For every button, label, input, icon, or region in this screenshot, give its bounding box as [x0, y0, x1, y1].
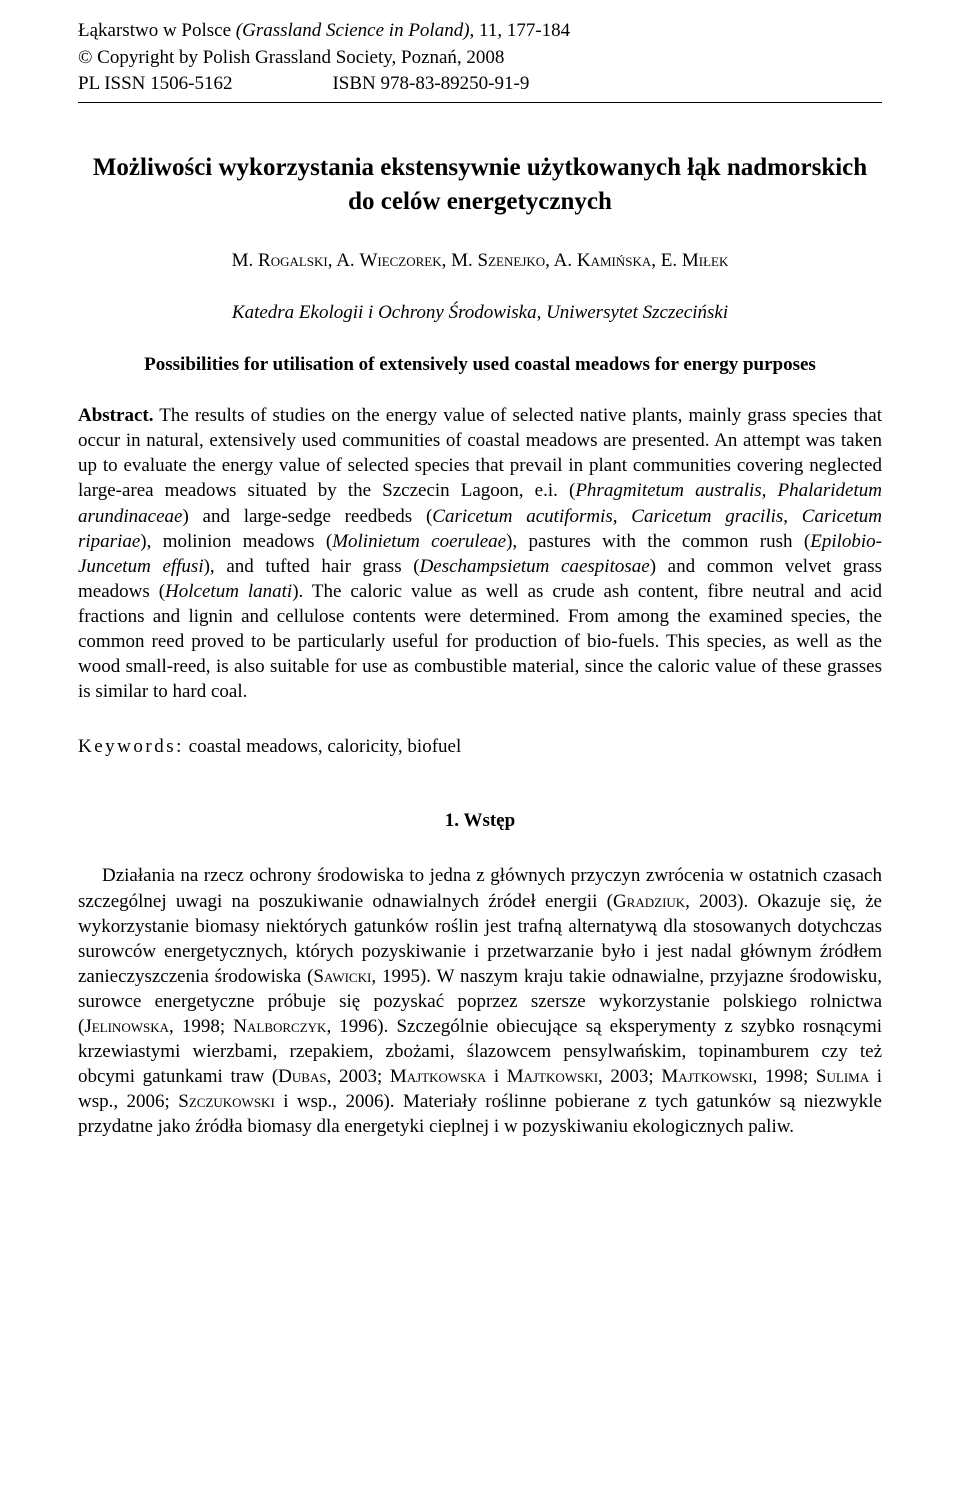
citation-author: Majtkowski: [661, 1066, 752, 1087]
keywords-line: Keywords: coastal meadows, caloricity, b…: [78, 734, 882, 760]
author-name: Miłek: [682, 250, 729, 271]
author-sep: , E.: [651, 250, 682, 271]
body-text: , 1998;: [753, 1066, 816, 1087]
taxon-name: Molinietum coeruleae: [332, 531, 506, 552]
taxon-name: Caricetum acutiformis, Caricetum gracili…: [432, 506, 783, 527]
author-sep: , A.: [545, 250, 577, 271]
author-name: Rogalski: [258, 250, 328, 271]
authors-line: M. Rogalski, A. Wieczorek, M. Szenejko, …: [78, 248, 882, 274]
abstract-paragraph: Abstract. The results of studies on the …: [78, 403, 882, 704]
author-initial: M.: [232, 250, 258, 271]
citation-author: Jelinowska: [84, 1016, 169, 1037]
citation-author: Sulima: [816, 1066, 869, 1087]
author-sep: , M.: [442, 250, 478, 271]
copyright-line: © Copyright by Polish Grassland Society,…: [78, 45, 882, 72]
abstract-text: ), and tufted hair grass (: [204, 556, 420, 577]
affiliation: Katedra Ekologii i Ochrony Środowiska, U…: [78, 300, 882, 326]
taxon-name: Holcetum lanati: [165, 581, 292, 602]
section-heading: 1. Wstęp: [78, 808, 882, 834]
journal-name-english: (Grassland Science in Poland): [236, 20, 470, 41]
keywords-text: coastal meadows, caloricity, biofuel: [184, 736, 461, 757]
taxon-name: Deschampsietum caespitosae: [420, 556, 650, 577]
author-sep: , A.: [328, 250, 360, 271]
body-text: , 1998;: [169, 1016, 233, 1037]
issn-isbn-line: PL ISSN 1506-5162 ISBN 978-83-89250-91-9: [78, 71, 882, 98]
article-title-polish: Możliwości wykorzystania ekstensywnie uż…: [78, 151, 882, 219]
citation-author: Dubas: [278, 1066, 326, 1087]
citation-author: Nalborczyk: [233, 1016, 326, 1037]
abstract-text: ), pastures with the common rush (: [506, 531, 810, 552]
abstract-text: ,: [783, 506, 802, 527]
body-text: , 2003;: [327, 1066, 390, 1087]
citation-author: Majtkowski: [507, 1066, 598, 1087]
journal-name-polish: Łąkarstwo w Polsce: [78, 20, 236, 41]
author-name: Wieczorek: [359, 250, 441, 271]
body-text: , 2003;: [598, 1066, 661, 1087]
journal-line: Łąkarstwo w Polsce (Grassland Science in…: [78, 18, 882, 45]
citation-author: Majtkowska: [390, 1066, 486, 1087]
body-text: i: [486, 1066, 507, 1087]
volume-pages: , 11, 177-184: [470, 20, 571, 41]
header-rule: [78, 102, 882, 103]
keywords-label: Keywords:: [78, 736, 184, 757]
citation-author: Gradziuk: [613, 891, 685, 912]
body-paragraph: Działania na rzecz ochrony środowiska to…: [78, 863, 882, 1139]
author-name: Kamińska: [577, 250, 651, 271]
citation-author: Sawicki: [313, 966, 371, 987]
journal-header: Łąkarstwo w Polsce (Grassland Science in…: [78, 18, 882, 98]
issn: PL ISSN 1506-5162: [78, 71, 232, 98]
abstract-text: ), molinion meadows (: [140, 531, 332, 552]
abstract-label: Abstract.: [78, 405, 153, 426]
isbn: ISBN 978-83-89250-91-9: [332, 71, 529, 98]
citation-author: Szczukowski: [178, 1091, 275, 1112]
author-name: Szenejko: [478, 250, 546, 271]
abstract-text: ) and large-sedge reedbeds (: [182, 506, 432, 527]
article-title-english: Possibilities for utilisation of extensi…: [78, 352, 882, 378]
